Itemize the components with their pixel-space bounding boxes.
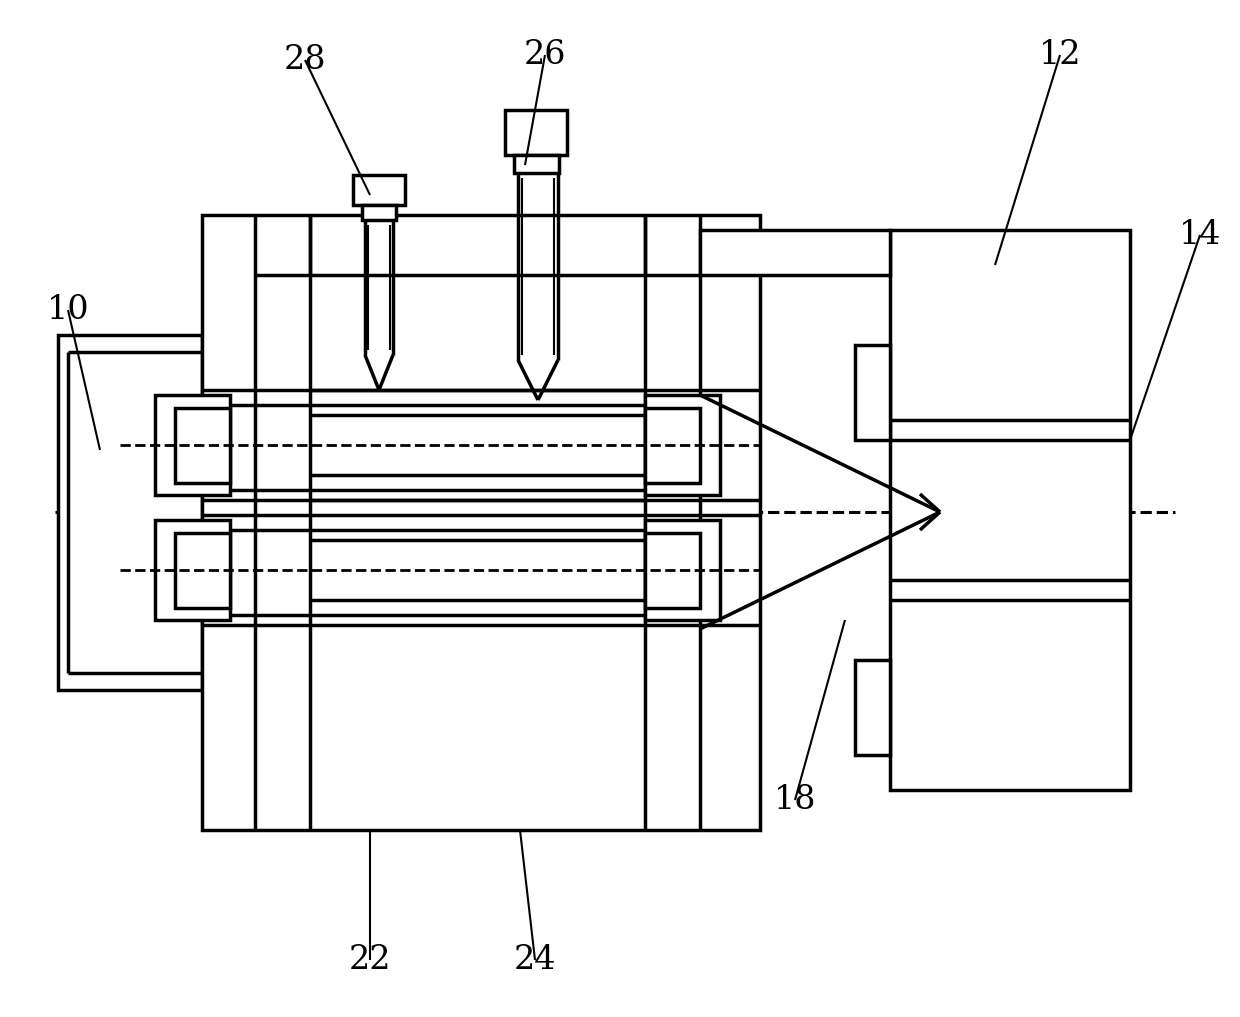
Bar [353,175,405,205]
Bar [505,110,567,155]
Bar [856,660,890,755]
Bar [645,533,701,608]
Text: 24: 24 [513,944,557,976]
Bar [362,205,396,220]
Bar [701,230,890,275]
Bar [890,230,1130,790]
Bar [175,533,229,608]
Bar [202,215,760,830]
Bar [645,408,701,483]
Bar [645,395,720,495]
Bar [155,395,229,495]
Bar [515,155,559,173]
Bar [58,335,202,690]
Bar [175,408,229,483]
Bar [856,345,890,440]
Text: 18: 18 [774,784,816,816]
Bar [645,520,720,620]
Text: 26: 26 [523,39,567,71]
Text: 12: 12 [1039,39,1081,71]
Bar [155,520,229,620]
Text: 10: 10 [47,294,89,326]
Text: 22: 22 [348,944,392,976]
Text: 14: 14 [1179,219,1221,251]
Text: 28: 28 [284,44,326,76]
